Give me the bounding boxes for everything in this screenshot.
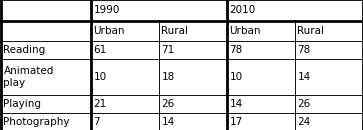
Bar xyxy=(227,59,294,95)
Text: Reading: Reading xyxy=(4,45,46,55)
Bar xyxy=(294,59,363,95)
Bar xyxy=(227,41,294,59)
Bar xyxy=(294,21,363,41)
Bar xyxy=(0,21,90,41)
Bar xyxy=(90,21,159,41)
Bar xyxy=(227,21,294,41)
Text: Photography: Photography xyxy=(4,117,70,127)
Text: Rural: Rural xyxy=(298,26,325,36)
Text: 10: 10 xyxy=(229,72,242,82)
Bar xyxy=(0,0,90,21)
Text: 61: 61 xyxy=(94,45,107,55)
Bar xyxy=(0,113,90,130)
Bar xyxy=(159,95,227,113)
Bar xyxy=(90,0,227,21)
Bar xyxy=(294,95,363,113)
Text: 14: 14 xyxy=(229,99,243,109)
Bar xyxy=(227,0,363,21)
Text: Animated
play: Animated play xyxy=(4,66,54,88)
Text: 71: 71 xyxy=(162,45,175,55)
Bar xyxy=(0,59,90,95)
Bar xyxy=(294,113,363,130)
Text: 1990: 1990 xyxy=(94,5,120,15)
Text: 78: 78 xyxy=(229,45,243,55)
Bar xyxy=(90,41,159,59)
Bar xyxy=(159,59,227,95)
Bar xyxy=(90,113,159,130)
Bar xyxy=(90,95,159,113)
Text: Urban: Urban xyxy=(229,26,261,36)
Bar xyxy=(294,41,363,59)
Text: 14: 14 xyxy=(298,72,311,82)
Text: 10: 10 xyxy=(94,72,107,82)
Text: 17: 17 xyxy=(229,117,243,127)
Bar xyxy=(227,95,294,113)
Text: Rural: Rural xyxy=(162,26,188,36)
Bar xyxy=(227,113,294,130)
Bar xyxy=(0,41,90,59)
Text: 2010: 2010 xyxy=(229,5,256,15)
Bar xyxy=(159,113,227,130)
Text: 14: 14 xyxy=(162,117,175,127)
Text: Playing: Playing xyxy=(4,99,41,109)
Text: 26: 26 xyxy=(162,99,175,109)
Bar xyxy=(90,59,159,95)
Bar xyxy=(0,95,90,113)
Bar xyxy=(159,41,227,59)
Text: Urban: Urban xyxy=(94,26,125,36)
Text: 78: 78 xyxy=(298,45,311,55)
Text: 26: 26 xyxy=(298,99,311,109)
Text: 7: 7 xyxy=(94,117,100,127)
Text: 24: 24 xyxy=(298,117,311,127)
Text: 18: 18 xyxy=(162,72,175,82)
Bar xyxy=(159,21,227,41)
Text: 21: 21 xyxy=(94,99,107,109)
